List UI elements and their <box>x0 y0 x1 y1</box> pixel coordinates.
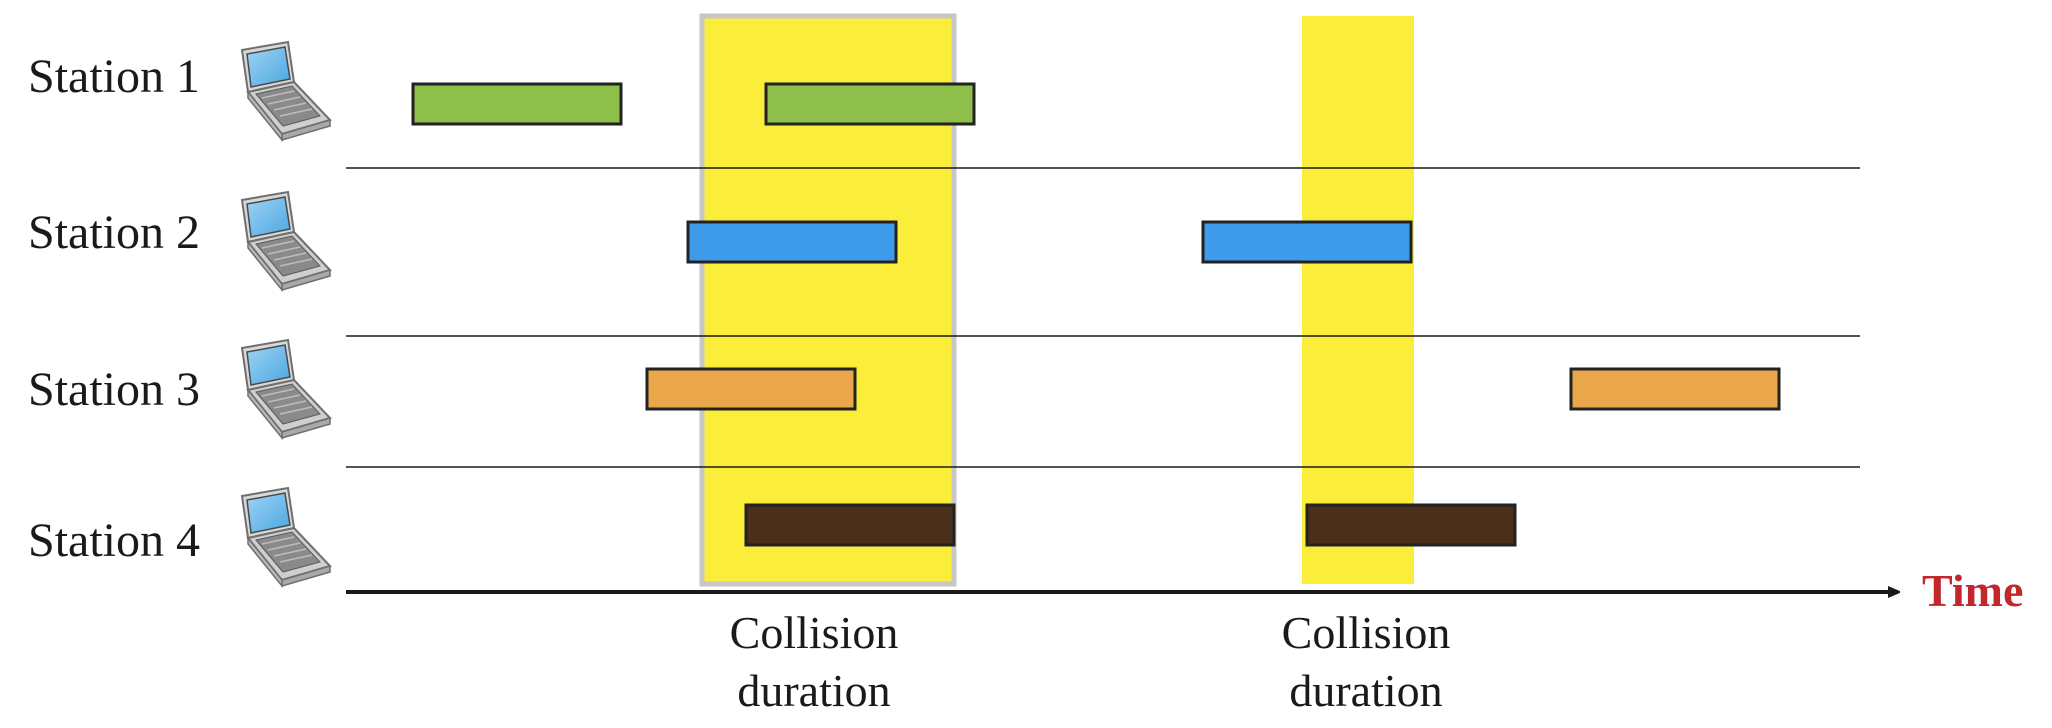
frame-station-4 <box>1305 503 1517 547</box>
station-label-3: Station 3 <box>28 363 200 416</box>
laptop-icon <box>241 41 331 141</box>
time-axis-label: Time <box>1922 565 2023 616</box>
laptop-icon <box>241 487 331 587</box>
collision-label-line1: Collision <box>1282 607 1451 658</box>
frame-station-3 <box>645 367 857 411</box>
frame-station-3 <box>1569 367 1781 411</box>
frame-station-1 <box>764 82 976 126</box>
collision-label-line2: duration <box>1289 665 1442 716</box>
collision-band <box>1302 16 1414 584</box>
station-label-4: Station 4 <box>28 514 200 567</box>
station-label-2: Station 2 <box>28 206 200 259</box>
frame-station-2 <box>1201 220 1413 264</box>
frame-station-1 <box>411 82 623 126</box>
collision-label-line2: duration <box>737 665 890 716</box>
frame-station-4 <box>744 503 956 547</box>
laptop-icon <box>241 191 331 291</box>
frames-group <box>411 82 1781 547</box>
station-label-1: Station 1 <box>28 50 200 103</box>
laptop-icon <box>241 339 331 439</box>
frame-station-2 <box>686 220 898 264</box>
collision-label-line1: Collision <box>730 607 899 658</box>
